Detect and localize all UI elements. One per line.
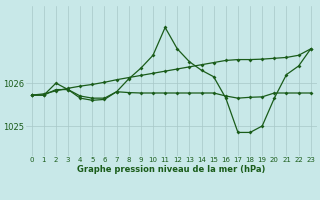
X-axis label: Graphe pression niveau de la mer (hPa): Graphe pression niveau de la mer (hPa) bbox=[77, 165, 265, 174]
